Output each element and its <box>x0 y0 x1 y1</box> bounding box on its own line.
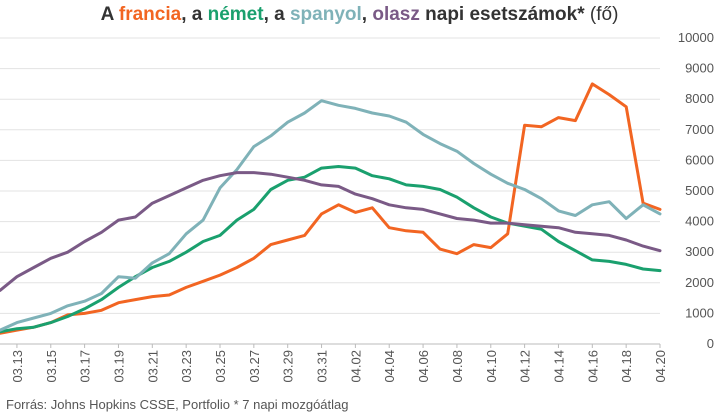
x-tick-label: 04.14 <box>551 350 566 383</box>
source-note: Forrás: Johns Hopkins CSSE, Portfolio * … <box>6 397 349 412</box>
x-tick-label: 03.25 <box>213 350 228 383</box>
x-tick-label: 03.13 <box>10 350 25 383</box>
title-nemet: német <box>207 4 264 25</box>
x-tick-label: 04.06 <box>416 350 431 383</box>
x-tick-label: 04.18 <box>619 350 634 383</box>
series-line-olasz <box>0 171 662 292</box>
x-tick-label: 03.23 <box>179 350 194 383</box>
x-tick-label: 03.27 <box>247 350 262 383</box>
gridlines <box>0 37 660 345</box>
title-part: napi esetszámok* <box>419 4 585 25</box>
series-line-spanyol <box>0 99 662 332</box>
y-tick-label: 4000 <box>685 214 714 229</box>
y-tick-label: 7000 <box>685 122 714 137</box>
title-part: , a <box>263 4 290 25</box>
x-tick-label: 04.12 <box>518 350 533 383</box>
title-francia: francia <box>118 4 182 25</box>
series-lines <box>0 82 662 335</box>
title-spanyol: spanyol <box>289 4 362 25</box>
y-tick-label: 3000 <box>685 244 714 259</box>
x-tick-label: 03.21 <box>145 350 160 383</box>
x-tick-label: 04.10 <box>484 350 499 383</box>
y-tick-label: 5000 <box>685 183 714 198</box>
y-tick-label: 10000 <box>678 30 714 45</box>
y-tick-label: 6000 <box>685 152 714 167</box>
x-tick-label: 03.19 <box>111 350 126 383</box>
x-tick-label: 04.20 <box>653 350 668 383</box>
title-unit: (fő) <box>584 4 619 25</box>
y-tick-label: 2000 <box>685 275 714 290</box>
y-tick-label: 9000 <box>685 61 714 76</box>
x-tick-label: 04.04 <box>382 350 397 383</box>
x-tick-label: 04.02 <box>348 350 363 383</box>
y-tick-label: 0 <box>707 336 714 351</box>
x-axis: 03.13 03.15 03.17 03.19 03.21 03.23 03.25 03.27… <box>10 344 668 383</box>
title-part: , a <box>181 4 208 25</box>
y-tick-label: 8000 <box>685 91 714 106</box>
title-olasz: olasz <box>372 4 420 25</box>
x-tick-label: 03.29 <box>281 350 296 383</box>
x-tick-label: 03.17 <box>78 350 93 383</box>
chart-title: A francia, a német, a spanyol, olasz nap… <box>0 4 719 26</box>
x-tick-label: 04.16 <box>585 350 600 383</box>
series-line-német <box>0 165 662 334</box>
x-tick-label: 03.15 <box>44 350 59 383</box>
title-part: , <box>361 4 373 25</box>
y-tick-label: 1000 <box>685 305 714 320</box>
y-axis: 0 1000 2000 3000 4000 5000 6000 7000 8000 9000 100… <box>678 30 714 351</box>
x-tick-label: 03.31 <box>315 350 330 383</box>
title-part: A <box>100 4 119 25</box>
series-line-francia <box>0 82 662 335</box>
x-tick-label: 04.08 <box>450 350 465 383</box>
